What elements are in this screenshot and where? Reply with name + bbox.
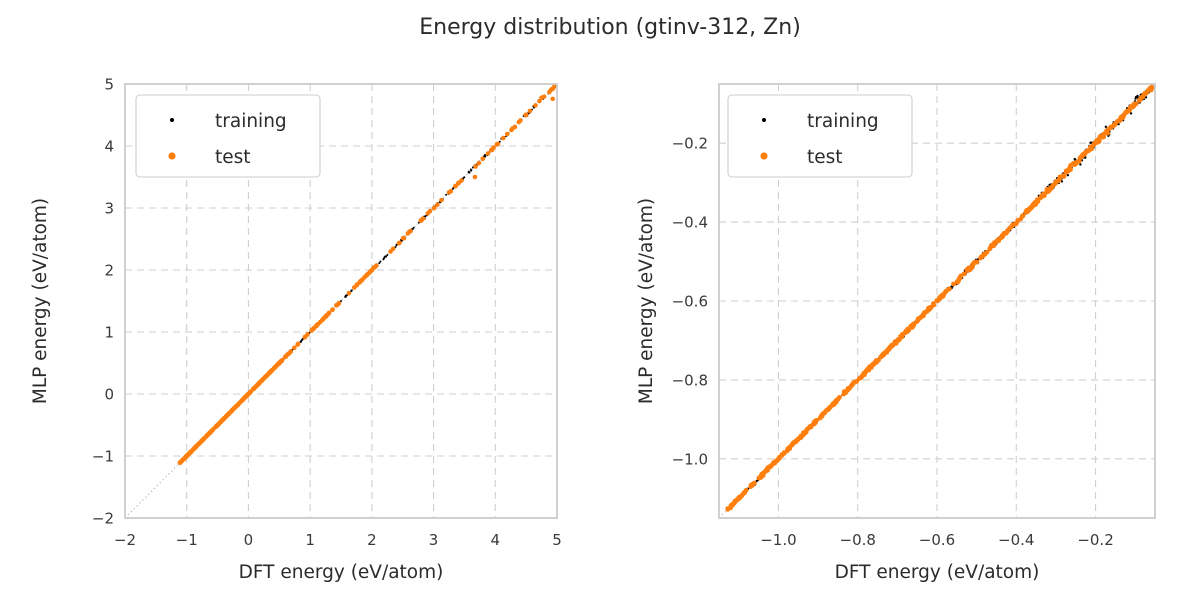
legend-label-test: test: [215, 147, 251, 168]
svg-text:−2: −2: [114, 531, 136, 549]
svg-text:2: 2: [367, 531, 377, 549]
left-plot-axes: −2 −1 0 1 2 3 4 5 −2 −1 0 1 2 3 4 5: [92, 76, 562, 550]
svg-text:−0.2: −0.2: [1077, 531, 1113, 549]
svg-text:−0.4: −0.4: [998, 531, 1034, 549]
test-marker-icon: [760, 152, 768, 160]
svg-text:0: 0: [244, 531, 254, 549]
svg-text:−1: −1: [92, 448, 114, 466]
right-plot-legend: training test: [727, 94, 913, 178]
svg-text:0: 0: [104, 386, 114, 404]
left-xlabel: DFT energy (eV/atom): [239, 562, 444, 583]
left-plot-grid: [124, 83, 558, 519]
right-ylabel: MLP energy (eV/atom): [636, 198, 657, 404]
svg-text:−1: −1: [176, 531, 198, 549]
figure-title: Energy distribution (gtinv-312, Zn): [419, 15, 801, 40]
svg-text:−2: −2: [92, 510, 114, 528]
left-plot-scatter-points: [177, 83, 558, 466]
legend-label-training: training: [807, 111, 879, 132]
svg-text:−0.2: −0.2: [672, 135, 708, 153]
left-plot: −2 −1 0 1 2 3 4 5 −2 −1 0 1 2 3 4 5 DFT energy (eV/atom…: [30, 76, 562, 584]
training-marker-icon: [762, 118, 766, 122]
legend-label-training: training: [215, 111, 287, 132]
svg-text:−0.6: −0.6: [919, 531, 955, 549]
svg-text:3: 3: [104, 200, 114, 218]
svg-text:−0.4: −0.4: [672, 214, 708, 232]
right-plot-axes: −1.0 −0.8 −0.6 −0.4 −0.2 −1.0 −0.8 −0.6 −0.4 −0.2: [672, 83, 1156, 549]
right-plot-grid: [719, 84, 1155, 518]
svg-text:−0.8: −0.8: [672, 371, 708, 389]
svg-text:1: 1: [305, 531, 315, 549]
svg-text:4: 4: [104, 138, 114, 156]
right-plot-scatter-points: [725, 84, 1155, 512]
svg-text:4: 4: [491, 531, 501, 549]
svg-text:5: 5: [104, 76, 114, 94]
svg-text:−0.8: −0.8: [840, 531, 876, 549]
svg-text:−1.0: −1.0: [672, 450, 708, 468]
svg-text:5: 5: [552, 531, 562, 549]
left-plot-legend: training test: [135, 94, 321, 178]
svg-text:3: 3: [429, 531, 439, 549]
svg-text:−0.6: −0.6: [672, 293, 708, 311]
training-marker-icon: [170, 118, 174, 122]
svg-text:−1.0: −1.0: [760, 531, 796, 549]
left-ylabel: MLP energy (eV/atom): [30, 198, 51, 404]
test-marker-icon: [168, 152, 176, 160]
svg-text:2: 2: [104, 262, 114, 280]
right-xlabel: DFT energy (eV/atom): [835, 562, 1040, 583]
legend-frame: [135, 94, 321, 178]
legend-frame: [727, 94, 913, 178]
legend-label-test: test: [807, 147, 843, 168]
svg-text:1: 1: [104, 324, 114, 342]
right-plot: −1.0 −0.8 −0.6 −0.4 −0.2 −1.0 −0.8 −0.6 −0.4 −0.2…: [636, 83, 1156, 583]
